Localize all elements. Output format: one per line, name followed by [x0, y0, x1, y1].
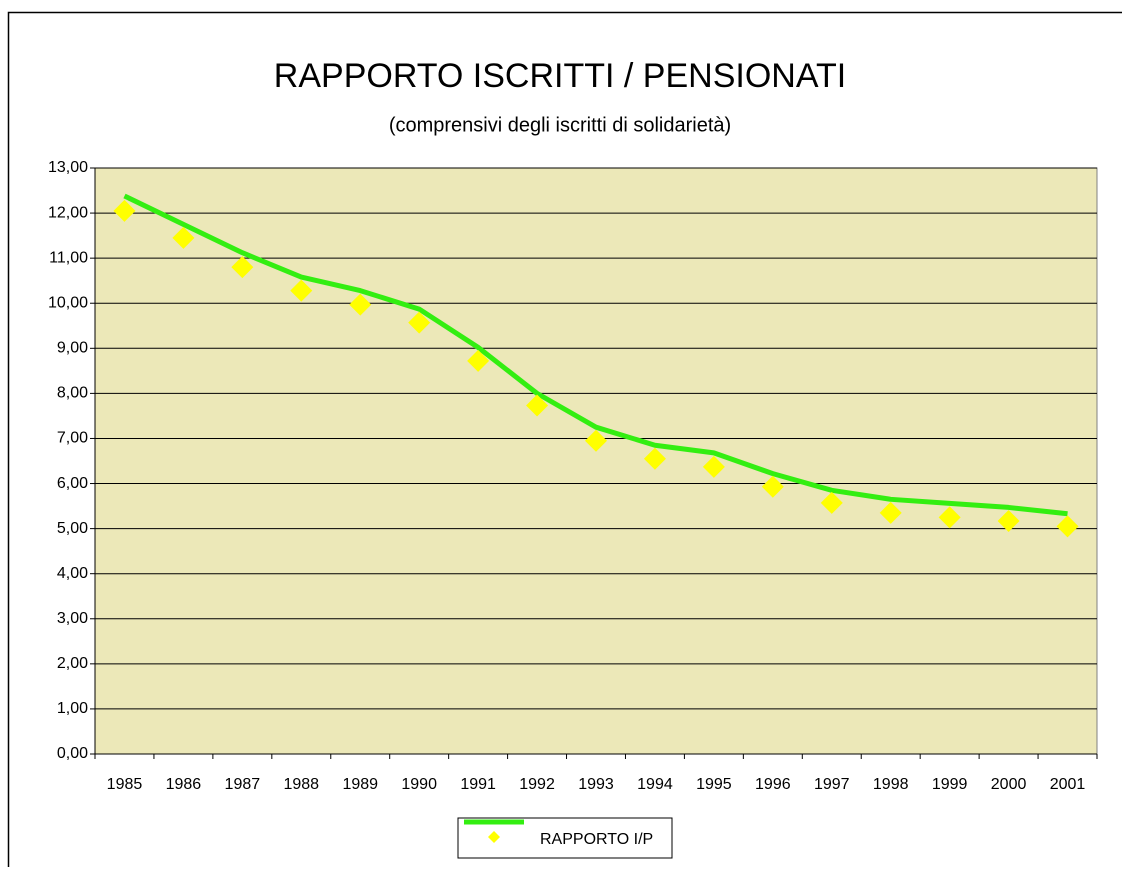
- y-tick-label: 9,00: [57, 340, 88, 357]
- x-tick-label: 1992: [519, 776, 555, 793]
- x-tick-label: 1989: [342, 776, 378, 793]
- x-tick-label: 1996: [755, 776, 791, 793]
- x-tick-label: 2000: [991, 776, 1027, 793]
- x-tick-label: 1987: [225, 776, 261, 793]
- y-tick-label: 8,00: [57, 385, 88, 402]
- y-tick-label: 5,00: [57, 520, 88, 537]
- y-tick-label: 11,00: [49, 249, 88, 266]
- y-tick-label: 1,00: [57, 700, 88, 717]
- x-tick-label: 1991: [460, 776, 496, 793]
- x-tick-label: 1997: [814, 776, 850, 793]
- x-tick-label: 1985: [107, 776, 143, 793]
- x-tick-label: 1993: [578, 776, 614, 793]
- x-tick-label: 1998: [873, 776, 909, 793]
- y-tick-label: 4,00: [57, 565, 88, 582]
- y-tick-label: 3,00: [57, 610, 88, 627]
- y-tick-label: 13,00: [48, 159, 88, 176]
- y-tick-label: 7,00: [57, 430, 88, 447]
- y-tick-label: 6,00: [57, 475, 88, 492]
- y-tick-label: 0,00: [57, 745, 88, 762]
- legend-label: RAPPORTO I/P: [540, 831, 653, 848]
- chart-subtitle: (comprensivi degli iscritti di solidarie…: [389, 114, 731, 136]
- chart-title: RAPPORTO ISCRITTI / PENSIONATI: [274, 57, 846, 95]
- x-tick-label: 1999: [932, 776, 968, 793]
- y-tick-label: 12,00: [48, 204, 88, 221]
- x-tick-label: 1990: [401, 776, 437, 793]
- x-tick-label: 1988: [283, 776, 319, 793]
- x-tick-label: 1995: [696, 776, 732, 793]
- x-tick-label: 1994: [637, 776, 673, 793]
- x-tick-label: 2001: [1050, 776, 1086, 793]
- x-tick-label: 1986: [166, 776, 202, 793]
- y-tick-label: 10,00: [48, 294, 88, 311]
- y-tick-label: 2,00: [57, 655, 88, 672]
